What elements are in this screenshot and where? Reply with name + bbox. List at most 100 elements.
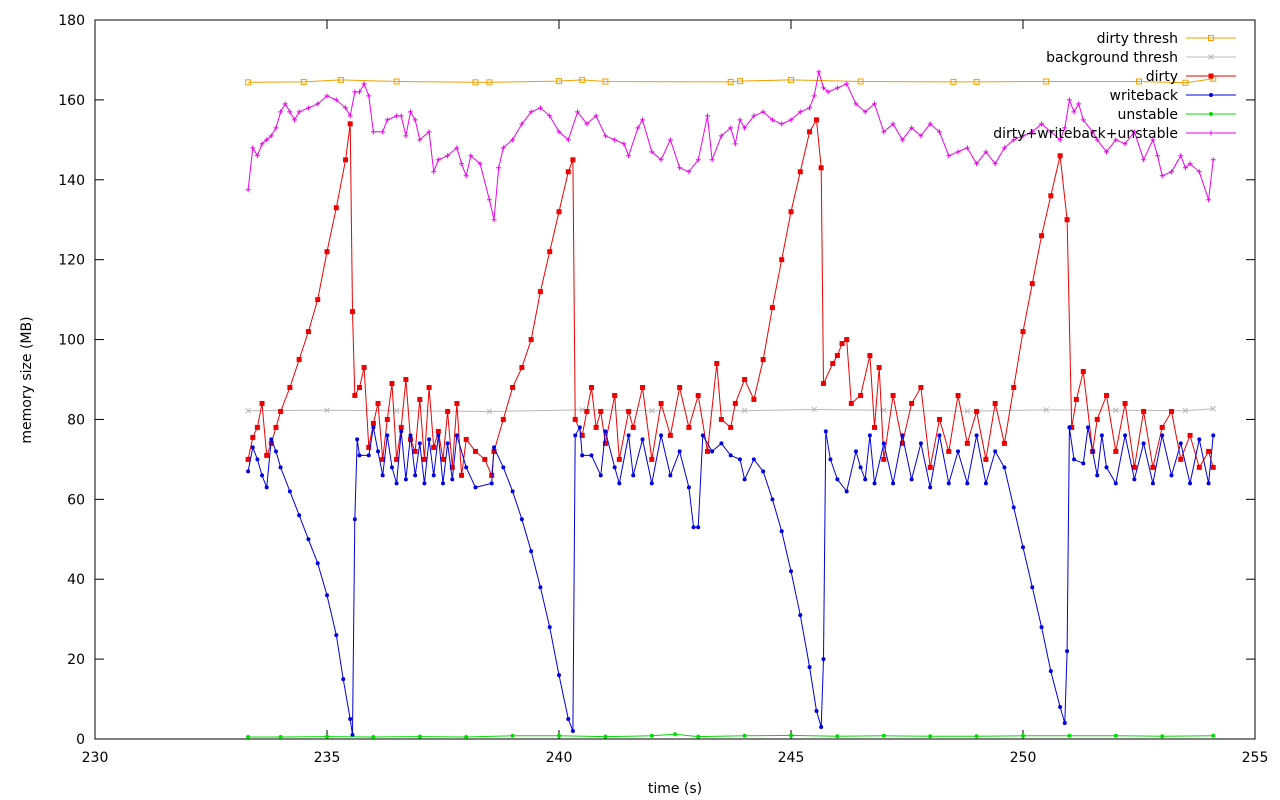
data-point-dirty xyxy=(1001,440,1007,446)
data-point-unstable xyxy=(464,735,469,740)
data-point-dirty-writeback-unstable xyxy=(370,129,376,135)
data-point-dirty xyxy=(449,464,455,470)
data-point-dirty xyxy=(820,380,826,386)
data-point-writeback xyxy=(519,517,524,522)
data-point-dirty xyxy=(459,472,465,478)
data-point-dirty xyxy=(797,169,803,175)
data-point-dirty-writeback-unstable xyxy=(1048,129,1054,135)
data-point-dirty-writeback-unstable xyxy=(862,109,868,115)
data-point-dirty-writeback-unstable xyxy=(649,149,655,155)
data-point-dirty xyxy=(398,424,404,430)
data-point-dirty-writeback-unstable xyxy=(282,101,288,107)
legend-item-dirty-thresh: dirty thresh xyxy=(1097,31,1236,47)
series-unstable xyxy=(246,732,1216,740)
data-point-dirty-writeback-unstable xyxy=(686,169,692,175)
data-point-writeback xyxy=(413,473,418,478)
data-point-dirty-writeback-unstable xyxy=(788,117,794,123)
legend-label: unstable xyxy=(1118,107,1179,123)
data-point-writeback xyxy=(570,729,575,734)
data-point-dirty xyxy=(259,400,265,406)
data-point-dirty-writeback-unstable xyxy=(807,105,813,111)
data-point-dirty-writeback-unstable xyxy=(936,129,942,135)
data-point-unstable xyxy=(696,734,701,739)
data-point-dirty-writeback-unstable xyxy=(486,197,492,203)
data-point-dirty xyxy=(482,456,488,462)
data-point-writeback xyxy=(853,449,858,454)
data-point-writeback xyxy=(1030,585,1035,590)
data-point-unstable xyxy=(1021,733,1025,738)
data-point-writeback xyxy=(445,441,450,446)
data-point-dirty-writeback-unstable xyxy=(1029,129,1035,135)
legend-marker xyxy=(1208,130,1214,136)
x-tick-label: 255 xyxy=(1242,750,1269,766)
y-axis-title: memory size (MB) xyxy=(19,316,35,443)
data-point-dirty xyxy=(1141,408,1147,414)
data-point-writeback xyxy=(547,625,552,630)
data-point-dirty-writeback-unstable xyxy=(496,165,502,171)
data-point-dirty xyxy=(830,361,836,367)
data-point-writeback xyxy=(1011,505,1016,510)
data-point-dirty xyxy=(356,384,362,390)
series-line-writeback xyxy=(247,425,1214,736)
data-point-dirty xyxy=(630,424,636,430)
data-point-dirty-writeback-unstable xyxy=(384,117,390,123)
data-point-dirty xyxy=(1080,369,1086,375)
data-point-background-thresh xyxy=(1182,407,1189,414)
data-point-dirty-writeback-unstable xyxy=(584,121,590,127)
data-point-writeback xyxy=(993,449,998,454)
data-point-dirty-writeback-unstable xyxy=(324,93,330,99)
data-point-dirty-thresh xyxy=(393,78,400,85)
data-point-dirty-writeback-unstable xyxy=(519,121,525,127)
data-point-dirty-writeback-unstable xyxy=(658,157,664,163)
data-point-dirty xyxy=(1150,464,1156,470)
data-point-writeback xyxy=(828,457,833,462)
data-point-dirty-writeback-unstable xyxy=(454,145,460,151)
data-point-writeback xyxy=(450,477,455,482)
data-point-dirty-thresh xyxy=(857,78,864,85)
data-point-dirty-writeback-unstable xyxy=(1178,153,1184,159)
data-point-unstable xyxy=(1113,733,1118,738)
data-point-dirty xyxy=(1073,396,1079,402)
data-point-dirty-writeback-unstable xyxy=(718,133,724,139)
data-point-dirty xyxy=(296,357,302,363)
data-point-writeback xyxy=(789,569,793,574)
data-point-dirty-writeback-unstable xyxy=(728,125,734,131)
data-point-unstable xyxy=(371,735,376,740)
series-line-background-thresh xyxy=(248,408,1214,413)
data-point-dirty xyxy=(677,384,683,390)
data-point-writeback xyxy=(900,433,905,438)
data-point-writeback xyxy=(589,453,594,458)
x-tick-label: 235 xyxy=(314,750,341,766)
data-point-dirty xyxy=(918,384,924,390)
data-point-dirty xyxy=(343,157,349,163)
data-point-dirty xyxy=(440,456,446,462)
data-point-dirty-writeback-unstable xyxy=(315,101,321,107)
data-point-writeback xyxy=(580,453,585,458)
data-point-dirty-writeback-unstable xyxy=(426,129,432,135)
data-point-dirty-writeback-unstable xyxy=(343,105,349,111)
data-point-writeback xyxy=(557,673,561,678)
data-point-dirty xyxy=(872,424,878,430)
y-tick-label: 0 xyxy=(76,732,85,748)
data-point-dirty xyxy=(361,365,367,371)
data-point-dirty xyxy=(273,424,279,430)
data-point-dirty xyxy=(658,400,664,406)
data-point-writeback xyxy=(1058,705,1063,710)
data-point-writeback xyxy=(464,465,469,470)
data-point-dirty-writeback-unstable xyxy=(273,125,279,131)
legend-label: background thresh xyxy=(1046,50,1178,66)
data-point-dirty-writeback-unstable xyxy=(890,121,896,127)
axis-ticks: 230 235 240 245 250 255 0 20 40 60 80 100 120 140 160 1… xyxy=(58,13,1268,766)
series-line-dirty xyxy=(247,118,1214,476)
legend-item-unstable: unstable xyxy=(1118,107,1236,123)
y-tick-label: 100 xyxy=(58,333,85,349)
data-point-dirty-thresh xyxy=(337,76,344,83)
x-axis-title: time (s) xyxy=(648,781,702,797)
data-point-writeback xyxy=(1021,545,1025,550)
data-point-dirty-writeback-unstable xyxy=(575,109,581,115)
data-point-writeback xyxy=(577,425,582,430)
data-point-writeback xyxy=(348,717,353,722)
legend-marker xyxy=(1208,35,1214,41)
data-point-dirty-writeback-unstable xyxy=(626,153,632,159)
data-point-dirty-writeback-unstable xyxy=(268,133,274,139)
